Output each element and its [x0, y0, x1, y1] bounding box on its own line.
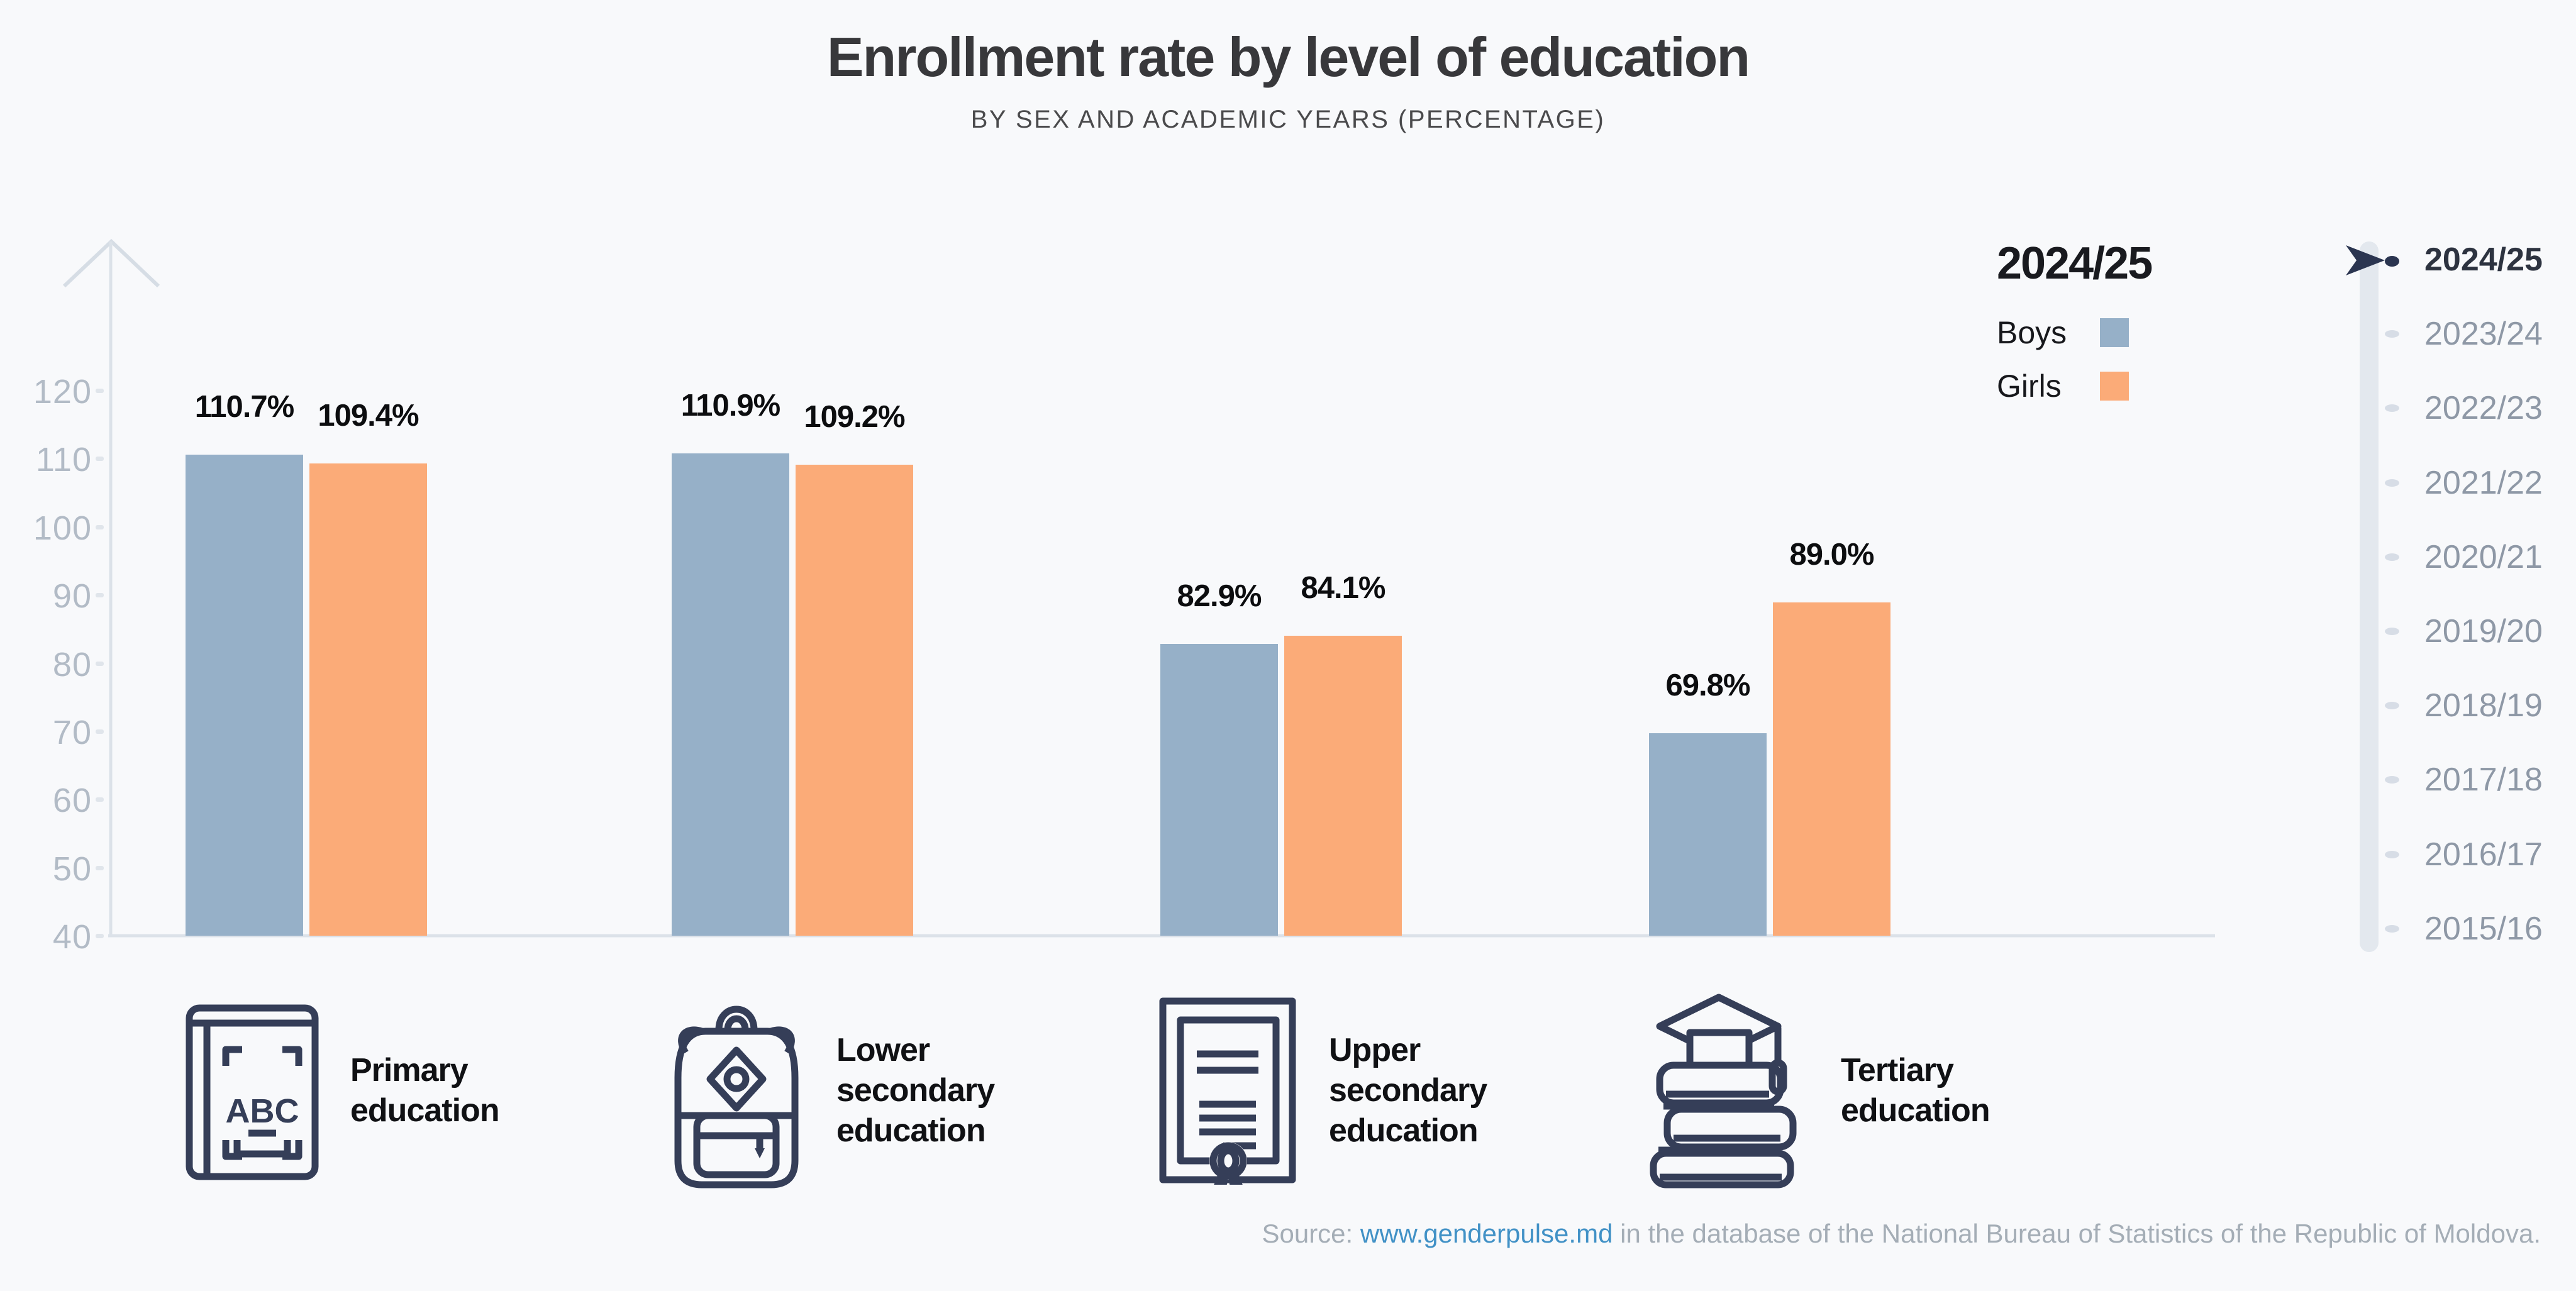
legend-row-boys[interactable]: Boys [1997, 314, 2129, 351]
timeline-year-2017-18[interactable]: 2017/18 [2424, 762, 2543, 799]
y-axis-tick-label: 70 [52, 713, 92, 751]
y-axis-tick-label: 110 [35, 441, 92, 479]
y-axis-tick-label: 120 [33, 373, 92, 411]
source-link[interactable]: www.genderpulse.md [1360, 1219, 1613, 1248]
y-axis-tick-label: 100 [33, 509, 92, 547]
timeline-year-2023-24[interactable]: 2023/24 [2424, 316, 2543, 353]
category-tertiary-education: Tertiary education [1645, 992, 2020, 1188]
source-label: Source: [1262, 1219, 1360, 1248]
year-dot[interactable] [2385, 924, 2399, 933]
source-rest: in the database of the National Bureau o… [1613, 1219, 2541, 1248]
timeline-year-2020-21[interactable]: 2020/21 [2424, 538, 2543, 575]
y-axis-tick-label: 90 [52, 577, 92, 616]
diploma-icon [1159, 997, 1296, 1185]
y-axis-tick-mark [96, 524, 104, 529]
boys-color-swatch [2100, 318, 2129, 347]
category-label: Lower secondary education [836, 1032, 995, 1149]
bar-girls-2[interactable] [796, 465, 913, 936]
girls-color-swatch [2100, 372, 2129, 401]
bar-value-label: 110.9% [680, 388, 781, 423]
y-axis-tick-label: 60 [52, 782, 92, 820]
page-title: Enrollment rate by level of education [826, 26, 1750, 88]
year-dot[interactable] [2385, 404, 2399, 413]
timeline-year-2021-22[interactable]: 2021/22 [2424, 464, 2543, 501]
y-axis-tick-mark [96, 934, 104, 938]
year-dot[interactable] [2385, 479, 2399, 487]
y-axis-tick-mark [96, 661, 104, 666]
page-subtitle: BY SEX AND ACADEMIC YEARS (PERCENTAGE) [970, 106, 1606, 133]
year-dot[interactable] [2385, 553, 2399, 561]
year-slider-track[interactable] [2360, 241, 2379, 952]
bar-value-label: 69.8% [1665, 668, 1751, 703]
bar-value-label: 109.2% [804, 400, 905, 435]
bar-value-label: 84.1% [1301, 571, 1386, 606]
legend-label-girls: Girls [1997, 368, 2062, 404]
source-note: Source: www.genderpulse.md in the databa… [1262, 1219, 2541, 1249]
timeline-year-2024-25[interactable]: 2024/25 [2424, 241, 2543, 278]
legend-row-girls[interactable]: Girls [1997, 368, 2129, 404]
selected-year-cursor-icon [2345, 244, 2386, 277]
category-upper-secondary-education: Upper secondary education [1158, 992, 1508, 1188]
legend: 2024/25 Boys Girls [1997, 238, 2153, 421]
y-axis-tick-label: 50 [52, 850, 92, 888]
category-primary-education: ABC Primary education [184, 992, 530, 1188]
year-dot[interactable] [2385, 850, 2399, 858]
legend-label-boys: Boys [1997, 315, 2067, 350]
timeline-year-2016-17[interactable]: 2016/17 [2424, 836, 2543, 873]
year-dot[interactable] [2385, 776, 2399, 784]
bar-value-label: 89.0% [1789, 537, 1875, 572]
abc-book-icon: ABC [186, 1004, 319, 1180]
y-axis-tick-mark [96, 389, 104, 393]
timeline-year-2022-23[interactable]: 2022/23 [2424, 390, 2543, 427]
bar-boys-4[interactable] [1649, 733, 1767, 936]
timeline-year-2015-16[interactable]: 2015/16 [2424, 910, 2543, 947]
bar-girls-4[interactable] [1773, 602, 1890, 936]
bar-boys-3[interactable] [1160, 644, 1278, 936]
category-label: Upper secondary education [1329, 1032, 1487, 1149]
backpack-icon [674, 1006, 799, 1188]
year-dot[interactable] [2385, 702, 2399, 710]
timeline-year-2018-19[interactable]: 2018/19 [2424, 687, 2543, 724]
bar-value-label: 82.9% [1177, 579, 1262, 614]
y-axis-tick-mark [96, 729, 104, 734]
books-graduation-cap-icon [1650, 994, 1797, 1188]
bar-value-label: 110.7% [194, 389, 295, 424]
y-axis-arrow-icon [62, 238, 160, 288]
category-label: Primary education [350, 1052, 500, 1129]
bar-boys-1[interactable] [186, 454, 303, 936]
bar-value-label: 109.4% [318, 398, 419, 433]
legend-selected-year: 2024/25 [1997, 238, 2153, 289]
y-axis-tick-label: 80 [52, 645, 92, 684]
timeline-year-2019-20[interactable]: 2019/20 [2424, 613, 2543, 650]
y-axis-tick-mark [96, 593, 104, 598]
bar-boys-2[interactable] [672, 453, 789, 936]
category-label: Tertiary education [1841, 1052, 1990, 1129]
year-dot[interactable] [2385, 628, 2399, 635]
y-axis-tick-mark [96, 865, 104, 870]
year-dot[interactable] [2385, 330, 2399, 338]
bar-girls-3[interactable] [1284, 636, 1402, 936]
y-axis-tick-mark [96, 797, 104, 802]
y-axis-tick-label: 40 [52, 918, 92, 956]
bar-girls-1[interactable] [309, 463, 427, 936]
year-dot-selected[interactable] [2385, 256, 2399, 267]
category-lower-secondary-education: Lower secondary education [667, 992, 1016, 1188]
svg-text:ABC: ABC [226, 1092, 299, 1130]
y-axis-tick-mark [96, 457, 104, 462]
